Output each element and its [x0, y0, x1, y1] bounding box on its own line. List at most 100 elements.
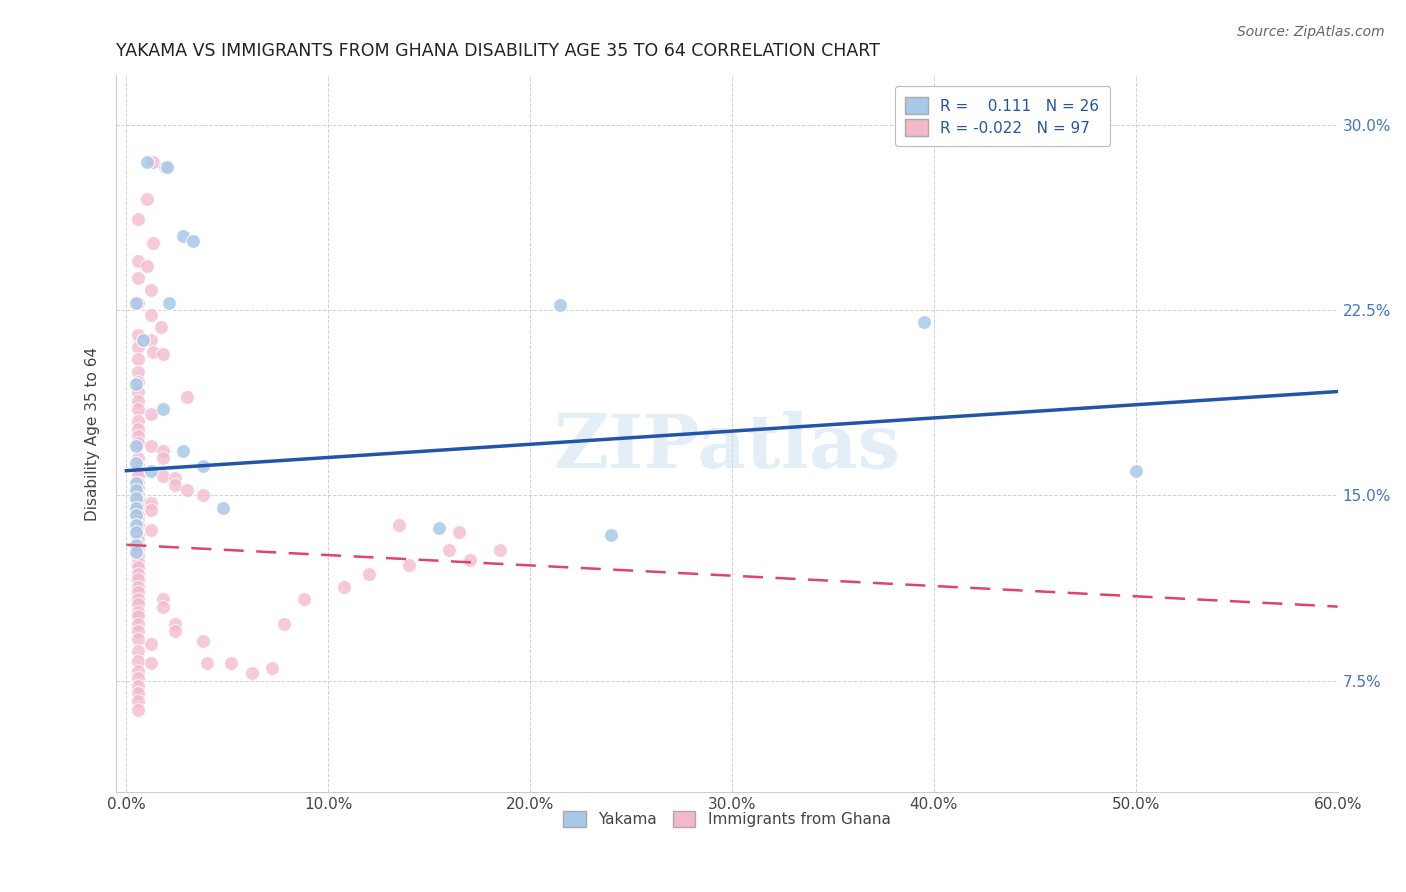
Point	[127, 584, 149, 599]
Point	[139, 496, 162, 510]
Point	[152, 599, 174, 614]
Point	[125, 491, 148, 505]
Point	[176, 483, 198, 498]
Point	[176, 390, 198, 404]
Point	[127, 664, 149, 678]
Point	[127, 401, 149, 416]
Point	[127, 327, 149, 342]
Point	[439, 542, 461, 557]
Point	[191, 458, 214, 473]
Point	[172, 228, 194, 243]
Point	[127, 573, 149, 587]
Point	[152, 592, 174, 607]
Point	[127, 352, 149, 367]
Point	[127, 518, 149, 533]
Point	[127, 211, 149, 226]
Point	[398, 558, 420, 572]
Point	[599, 528, 621, 542]
Point	[127, 616, 149, 631]
Point	[127, 365, 149, 379]
Point	[388, 518, 411, 533]
Point	[131, 333, 153, 347]
Point	[127, 644, 149, 658]
Text: YAKAMA VS IMMIGRANTS FROM GHANA DISABILITY AGE 35 TO 64 CORRELATION CHART: YAKAMA VS IMMIGRANTS FROM GHANA DISABILI…	[117, 42, 880, 60]
Point	[125, 475, 148, 490]
Point	[273, 616, 295, 631]
Point	[125, 377, 148, 392]
Point	[212, 500, 235, 515]
Point	[139, 637, 162, 651]
Point	[142, 154, 165, 169]
Point	[127, 394, 149, 409]
Point	[127, 271, 149, 285]
Point	[125, 439, 148, 453]
Point	[127, 632, 149, 646]
Point	[135, 154, 157, 169]
Point	[195, 657, 218, 671]
Point	[127, 609, 149, 624]
Point	[357, 567, 380, 582]
Point	[127, 436, 149, 450]
Point	[127, 414, 149, 428]
Point	[125, 538, 148, 552]
Point	[127, 458, 149, 473]
Text: Source: ZipAtlas.com: Source: ZipAtlas.com	[1237, 25, 1385, 39]
Point	[127, 253, 149, 268]
Point	[127, 468, 149, 483]
Point	[125, 518, 148, 533]
Point	[142, 236, 165, 251]
Point	[139, 333, 162, 347]
Point	[127, 451, 149, 466]
Point	[127, 580, 149, 594]
Point	[139, 407, 162, 421]
Point	[163, 624, 186, 639]
Point	[163, 478, 186, 492]
Point	[157, 295, 180, 310]
Point	[135, 259, 157, 273]
Point	[125, 500, 148, 515]
Point	[127, 542, 149, 557]
Point	[156, 160, 179, 174]
Point	[127, 488, 149, 502]
Point	[152, 443, 174, 458]
Point	[458, 552, 481, 566]
Point	[127, 508, 149, 523]
Point	[152, 401, 174, 416]
Point	[149, 320, 172, 334]
Point	[127, 654, 149, 668]
Point	[191, 634, 214, 648]
Point	[152, 468, 174, 483]
Point	[127, 671, 149, 685]
Point	[172, 443, 194, 458]
Point	[139, 523, 162, 537]
Point	[142, 345, 165, 359]
Point	[125, 545, 148, 559]
Point	[449, 525, 471, 540]
Point	[127, 533, 149, 547]
Point	[127, 548, 149, 562]
Point	[127, 560, 149, 574]
Y-axis label: Disability Age 35 to 64: Disability Age 35 to 64	[86, 346, 100, 521]
Point	[127, 384, 149, 399]
Point	[127, 464, 149, 478]
Point	[127, 597, 149, 611]
Point	[127, 528, 149, 542]
Point	[127, 693, 149, 707]
Point	[127, 686, 149, 700]
Point	[127, 679, 149, 693]
Point	[127, 592, 149, 607]
Point	[139, 439, 162, 453]
Point	[181, 234, 204, 248]
Point	[139, 503, 162, 517]
Point	[127, 567, 149, 582]
Legend: Yakama, Immigrants from Ghana: Yakama, Immigrants from Ghana	[555, 803, 898, 835]
Point	[191, 488, 214, 502]
Point	[139, 283, 162, 297]
Point	[127, 493, 149, 508]
Point	[125, 525, 148, 540]
Point	[163, 616, 186, 631]
Point	[125, 295, 148, 310]
Text: ZIPatlas: ZIPatlas	[554, 411, 900, 484]
Point	[127, 605, 149, 619]
Point	[912, 315, 935, 329]
